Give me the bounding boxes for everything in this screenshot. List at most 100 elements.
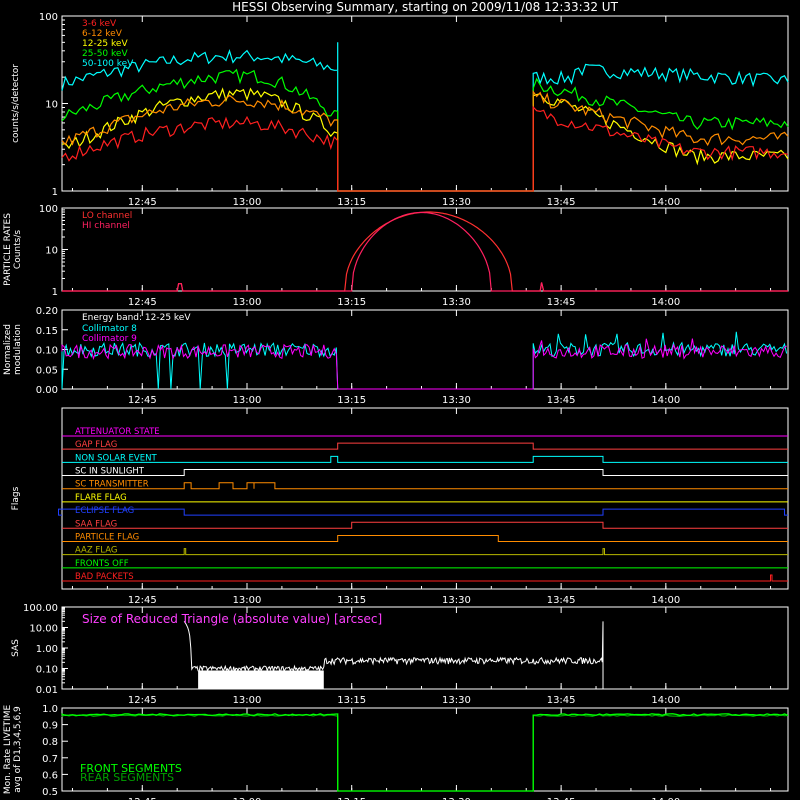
y-axis-label: Normalized [3,324,13,375]
xtick-label: 13:15 [337,395,366,406]
flag-line [62,521,788,529]
xtick-label: 13:15 [337,595,366,606]
flag-label: SC TRANSMITTER [75,480,149,490]
flag-label: BAD PACKETS [75,572,134,582]
flag-line [62,574,788,582]
panel-count-rates: 1 10 100 12:45 13:00 13:15 13:30 13:45 14:00 coun… [11,12,789,208]
flag-label: FLARE FLAG [75,493,127,503]
series-line [62,211,788,292]
xtick-label: 13:00 [233,595,262,606]
ytick-label: 10 [45,246,58,257]
xtick-label: 13:00 [233,197,262,208]
flag-label: FRONTS OFF [75,559,129,569]
legend-label: Collimator 8 [82,324,137,334]
xtick-label: 13:30 [442,395,471,406]
flag-label: ATTENUATOR STATE [75,427,160,437]
plot-title: HESSI Observing Summary, starting on 200… [232,0,618,14]
series-line [61,713,789,792]
y-axis-label: Flags [11,486,21,510]
series-line [61,42,789,192]
xtick-label: 12:45 [128,297,157,308]
panel-modulation: 0.00 0.05 0.10 0.15 0.20 12:45 13:00 13:15 13:30… [3,306,789,406]
series-line [61,68,789,192]
xtick-label: 13:00 [233,797,262,800]
legend-label: HI channel [82,221,130,231]
flag-line [62,482,788,490]
xtick-label: 13:30 [442,797,471,800]
xtick-label: 14:00 [651,197,680,208]
series-line [61,338,787,390]
y-axis-label: avg of D1,3,4,5,6,9 [13,706,23,793]
flag-line [62,534,788,542]
flag-label: NON SOLAR EVENT [75,453,157,463]
xtick-label: 13:45 [547,395,576,406]
xtick-label: 13:15 [337,197,366,208]
series-line [61,89,789,192]
ytick-label: 1.0 [42,704,58,715]
xtick-label: 14:00 [651,395,680,406]
ytick-label: 0.05 [36,365,58,376]
y-axis-label: modulation [13,324,23,375]
ytick-label: 1 [52,287,58,298]
legend-label: 6-12 keV [82,29,123,39]
flag-label: PARTICLE FLAG [75,532,139,542]
ytick-label: 0.10 [36,665,58,676]
xtick-label: 13:15 [337,797,366,800]
xtick-label: 12:45 [128,595,157,606]
ytick-label: 0.7 [42,754,58,765]
xtick-label: 13:30 [442,197,471,208]
flag-line [62,548,788,556]
y-axis-label: Counts/s [13,230,23,269]
xtick-label: 13:45 [547,197,576,208]
ytick-label: 100.00 [23,603,58,614]
series-line [62,211,788,292]
ytick-label: 0.00 [36,385,58,396]
xtick-label: 12:45 [128,797,157,800]
energy-band-label: Energy band: 12-25 keV [82,313,191,323]
panel-frame [61,407,789,590]
legend-label: FRONT SEGMENTS [80,762,182,775]
xtick-label: 12:45 [128,695,157,706]
series-line [61,87,789,192]
ytick-label: 0.5 [42,787,58,798]
y-axis-label: counts/s/detector [11,64,21,143]
xtick-label: 13:00 [233,395,262,406]
legend-label: LO channel [82,211,132,221]
xtick-label: 13:15 [337,695,366,706]
xtick-label: 13:45 [547,297,576,308]
xtick-label: 12:45 [128,197,157,208]
legend-label: 50-100 keV [82,59,134,69]
ytick-label: 0.01 [36,685,58,696]
xtick-label: 12:45 [128,395,157,406]
flag-label: ECLIPSE FLAG [75,506,134,516]
xtick-label: 13:30 [442,297,471,308]
legend-label: REAR SEGMENTS [80,771,174,784]
xtick-label: 14:00 [651,297,680,308]
ytick-label: 0.20 [36,306,58,317]
ytick-label: 0.9 [42,721,58,732]
ytick-label: 100 [39,12,58,23]
panel-particle-rates: 1 10 100 12:45 13:00 13:15 13:30 13:45 14:00 PART… [3,204,789,308]
flag-line [62,442,788,450]
ytick-label: 1 [52,187,58,198]
xtick-label: 13:30 [442,595,471,606]
flag-line [62,469,788,477]
ytick-label: 100 [39,204,58,215]
ytick-label: 0.15 [36,326,58,337]
ytick-label: 0.10 [36,346,58,357]
sas-annotation: Size of Reduced Triangle (absolute value… [82,612,382,626]
legend-label: 12-25 keV [82,39,128,49]
flag-label: SC IN SUNLIGHT [75,467,145,477]
legend-label: Collimator 9 [82,334,137,344]
y-axis-label: PARTICLE RATES [3,213,13,286]
series-line [61,105,789,192]
legend-label: 3-6 keV [82,19,117,29]
xtick-label: 13:00 [233,695,262,706]
y-axis-label: SAS [11,639,21,657]
panel-flags: 12:45 13:00 13:15 13:30 13:45 14:00 Flags ATTEN… [11,407,789,606]
ytick-label: 1.00 [36,644,58,655]
ytick-label: 10 [45,100,58,111]
xtick-label: 14:00 [651,797,680,800]
flag-label: AAZ FLAG [75,546,117,556]
